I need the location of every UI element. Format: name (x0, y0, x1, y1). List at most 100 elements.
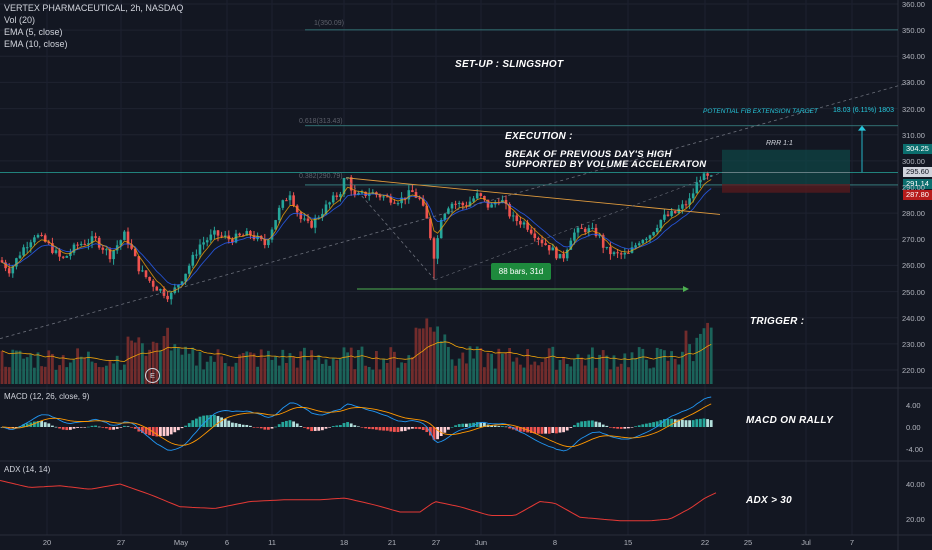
macd-histogram-bar (133, 427, 137, 429)
volume-bar (191, 347, 195, 384)
volume-bar (303, 347, 306, 384)
volume-bar (317, 355, 321, 384)
macd-histogram-bar (195, 418, 198, 427)
macd-histogram-bar (475, 422, 479, 427)
macd-histogram-bar (501, 426, 504, 427)
volume-bar (691, 361, 695, 384)
macd-histogram-bar (652, 422, 655, 427)
volume-bar (627, 367, 630, 384)
date-axis-tick: 7 (849, 538, 855, 547)
candle-body (76, 244, 79, 246)
volume-bar (529, 364, 533, 384)
volume-bar (162, 336, 166, 384)
symbol-title[interactable]: VERTEX PHARMACEUTICAL, 2h, NASDAQ (4, 3, 184, 13)
adx-axis-tick: 20.00 (906, 515, 925, 524)
indicator-vol[interactable]: Vol (20) (4, 15, 36, 25)
candle-body (382, 196, 385, 198)
date-range-badge: 88 bars, 31d (491, 263, 551, 280)
macd-histogram-bar (432, 427, 436, 440)
trendline (345, 177, 721, 215)
candle-body (537, 237, 540, 240)
volume-bar (515, 357, 519, 384)
macd-histogram-bar (706, 419, 709, 427)
macd-histogram-bar (241, 424, 245, 427)
candle-body (216, 230, 220, 236)
price-axis-tick: 290.00 (902, 183, 925, 192)
macd-title[interactable]: MACD (12, 26, close, 9) (4, 392, 90, 401)
candle-body (119, 240, 123, 246)
candle-body (285, 200, 288, 202)
candle-body (281, 200, 285, 208)
macd-histogram-bar (119, 427, 123, 428)
macd-histogram-bar (22, 424, 25, 427)
macd-histogram-bar (375, 427, 378, 430)
macd-histogram-bar (439, 427, 443, 437)
candle-body (22, 247, 25, 256)
adx-annotation: ADX > 30 (746, 495, 793, 506)
volume-bar (241, 352, 245, 384)
volume-bar (699, 333, 702, 384)
candle-body (4, 262, 7, 269)
price-axis-tick: 260.00 (902, 261, 925, 271)
macd-histogram-bar (213, 414, 216, 427)
indicator-ema-10[interactable]: EMA (10, close) (4, 39, 68, 49)
earnings-marker[interactable]: E (145, 368, 160, 383)
candle-body (180, 281, 184, 285)
macd-histogram-bar (58, 427, 61, 429)
candle-body (270, 229, 274, 240)
candle-body (321, 213, 324, 218)
macd-histogram-bar (645, 423, 648, 427)
volume-bar (645, 359, 648, 384)
macd-histogram-bar (220, 417, 223, 427)
macd-histogram-bar (555, 427, 558, 434)
macd-histogram-bar (310, 427, 313, 432)
indicator-ema-5[interactable]: EMA (5, close) (4, 27, 63, 37)
volume-bar (475, 346, 479, 384)
volume-bar (126, 336, 130, 384)
macd-histogram-bar (155, 427, 159, 437)
volume-bar (493, 368, 497, 384)
macd-histogram-bar (288, 420, 292, 427)
macd-histogram-bar (400, 427, 403, 432)
macd-histogram-bar (36, 420, 40, 427)
volume-bar (198, 351, 202, 384)
candle-body (130, 244, 133, 249)
macd-histogram-bar (673, 419, 677, 427)
volume-bar (670, 351, 673, 384)
candle-body (695, 182, 699, 194)
volume-bar (706, 322, 709, 384)
macd-histogram-bar (256, 427, 259, 428)
volume-bar (357, 350, 360, 384)
volume-bar (465, 363, 468, 384)
volume-bar (130, 340, 133, 384)
macd-histogram-bar (565, 427, 569, 431)
candle-body (519, 221, 522, 225)
date-axis-tick: 21 (387, 538, 397, 547)
macd-histogram-bar (40, 421, 43, 427)
date-axis-tick: 6 (224, 538, 230, 547)
macd-histogram-bar (306, 427, 310, 430)
candle-body (443, 213, 447, 220)
macd-histogram-bar (529, 427, 533, 434)
macd-histogram-bar (209, 414, 213, 427)
candle-body (357, 193, 360, 195)
adx-title[interactable]: ADX (14, 14) (4, 465, 51, 474)
volume-bar (223, 362, 227, 384)
macd-histogram-bar (346, 422, 349, 427)
candle-body (706, 173, 709, 176)
candle-body (555, 247, 558, 259)
macd-histogram-bar (191, 420, 195, 427)
candle-body (627, 252, 630, 254)
macd-histogram-bar (695, 419, 699, 427)
macd-histogram-bar (414, 427, 418, 429)
macd-histogram-bar (87, 426, 90, 428)
candle-body (209, 234, 213, 241)
date-axis-tick: 20 (42, 538, 52, 547)
candle-body (241, 235, 245, 237)
volume-bar (108, 360, 112, 384)
macd-histogram-bar (292, 421, 295, 427)
measure-arrow-head (858, 125, 866, 131)
volume-bar (7, 367, 11, 384)
volume-bar (439, 341, 443, 384)
